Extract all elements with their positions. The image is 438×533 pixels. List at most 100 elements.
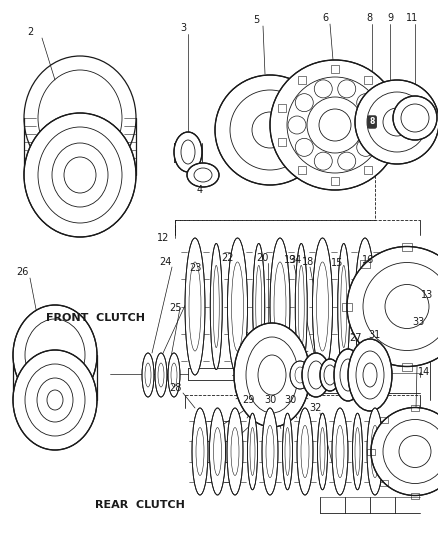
Text: 33: 33 (412, 317, 424, 327)
Ellipse shape (24, 113, 136, 237)
Bar (364, 166, 372, 174)
Bar (298, 76, 306, 84)
Ellipse shape (312, 238, 332, 375)
Ellipse shape (234, 323, 310, 427)
Text: 5: 5 (253, 15, 259, 25)
Text: 15: 15 (331, 258, 343, 268)
Text: 4: 4 (197, 185, 203, 195)
Circle shape (357, 94, 375, 112)
Text: 8: 8 (366, 13, 372, 23)
Circle shape (393, 96, 437, 140)
Text: 18: 18 (302, 257, 314, 267)
Ellipse shape (247, 413, 258, 490)
Ellipse shape (253, 244, 265, 369)
Circle shape (295, 94, 313, 112)
Ellipse shape (270, 238, 290, 375)
Bar (384, 138, 392, 146)
Bar (331, 177, 339, 185)
Ellipse shape (355, 238, 375, 375)
Bar (278, 104, 286, 112)
Text: 3: 3 (180, 23, 186, 33)
Ellipse shape (332, 408, 348, 495)
Bar (411, 405, 419, 410)
Ellipse shape (185, 238, 205, 375)
Ellipse shape (334, 349, 362, 401)
Bar (360, 345, 370, 353)
Text: 30: 30 (264, 395, 276, 405)
Ellipse shape (168, 353, 180, 397)
Bar (364, 76, 372, 84)
Ellipse shape (227, 408, 243, 495)
Bar (380, 417, 388, 423)
Ellipse shape (227, 238, 247, 375)
Ellipse shape (318, 413, 328, 490)
Text: 14: 14 (418, 367, 430, 377)
Circle shape (338, 80, 356, 98)
Text: 20: 20 (256, 253, 268, 263)
Text: 9: 9 (387, 13, 393, 23)
Bar (367, 448, 375, 455)
Text: 29: 29 (242, 395, 254, 405)
Ellipse shape (367, 408, 383, 495)
Text: 26: 26 (16, 267, 28, 277)
Circle shape (364, 116, 382, 134)
Bar (402, 243, 412, 251)
Text: 12: 12 (157, 233, 169, 243)
Ellipse shape (283, 413, 293, 490)
Ellipse shape (155, 353, 167, 397)
Text: 30: 30 (284, 395, 296, 405)
Ellipse shape (353, 413, 363, 490)
Circle shape (355, 80, 438, 164)
Ellipse shape (174, 132, 202, 172)
Circle shape (347, 246, 438, 367)
Circle shape (357, 139, 375, 156)
Circle shape (270, 60, 400, 190)
Bar (360, 260, 370, 268)
Ellipse shape (262, 408, 278, 495)
Bar (342, 303, 352, 311)
Circle shape (215, 75, 325, 185)
Text: 16: 16 (362, 255, 374, 265)
Circle shape (295, 139, 313, 156)
Text: 25: 25 (169, 303, 181, 313)
Ellipse shape (297, 408, 313, 495)
Text: 6: 6 (322, 13, 328, 23)
Ellipse shape (187, 163, 219, 187)
Ellipse shape (142, 353, 154, 397)
Circle shape (314, 80, 332, 98)
Bar (380, 480, 388, 486)
Text: 27: 27 (350, 333, 362, 343)
Text: 2: 2 (27, 27, 33, 37)
Ellipse shape (320, 359, 340, 391)
Ellipse shape (192, 408, 208, 495)
Bar (411, 492, 419, 498)
Bar (278, 138, 286, 146)
Bar (384, 104, 392, 112)
Ellipse shape (302, 353, 330, 397)
Ellipse shape (338, 244, 350, 369)
Circle shape (371, 408, 438, 496)
Ellipse shape (295, 244, 307, 369)
Bar (402, 362, 412, 370)
Ellipse shape (210, 244, 222, 369)
Ellipse shape (209, 408, 226, 495)
Ellipse shape (348, 339, 392, 411)
Ellipse shape (290, 361, 310, 389)
Bar (298, 166, 306, 174)
Text: 34: 34 (289, 255, 301, 265)
Text: 22: 22 (222, 253, 234, 263)
Text: FRONT  CLUTCH: FRONT CLUTCH (46, 313, 145, 323)
Bar (331, 65, 339, 73)
Text: 19: 19 (284, 255, 296, 265)
Text: 28: 28 (169, 383, 181, 393)
Text: REAR  CLUTCH: REAR CLUTCH (95, 500, 185, 510)
Circle shape (314, 152, 332, 170)
Text: 31: 31 (368, 330, 380, 340)
Ellipse shape (13, 305, 97, 405)
Text: 23: 23 (189, 263, 201, 273)
Text: 8: 8 (369, 117, 374, 126)
Text: 13: 13 (421, 290, 433, 300)
Text: 11: 11 (406, 13, 418, 23)
Circle shape (338, 152, 356, 170)
Circle shape (288, 116, 306, 134)
